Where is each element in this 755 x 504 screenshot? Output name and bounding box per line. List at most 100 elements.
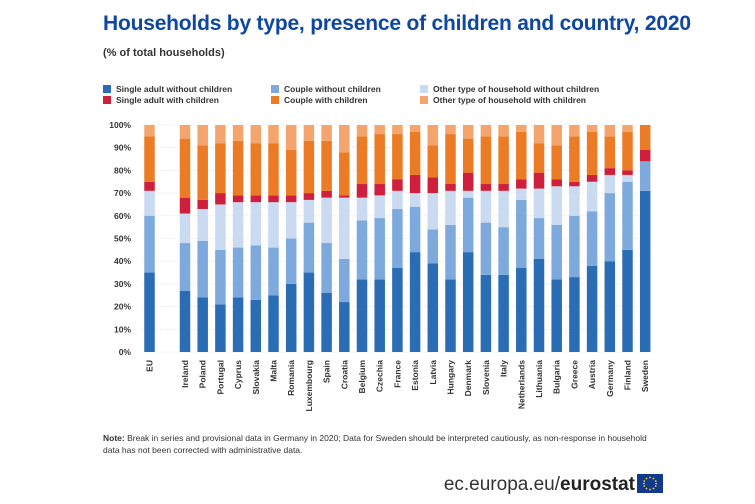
legend-label: Single adult without children <box>116 84 233 94</box>
bar-segment-single_no_children <box>516 268 527 352</box>
bar-segment-couple_with_children <box>498 136 509 185</box>
bar-segment-other_no_children <box>215 204 226 250</box>
bar-segment-other_no_children <box>604 174 616 194</box>
bar-segment-other_with_children <box>533 125 545 144</box>
bar-segment-other_no_children <box>551 186 562 225</box>
y-tick-label: 90% <box>114 143 131 153</box>
bar-segment-couple_with_children <box>516 131 527 180</box>
bar-segment-other_no_children <box>356 197 368 221</box>
bar-segment-single_no_children <box>604 261 616 352</box>
bar-segment-single_with_children <box>268 195 279 203</box>
bar-segment-couple_with_children <box>179 138 191 198</box>
bar-segment-single_no_children <box>586 265 598 352</box>
chart-title: Households by type, presence of children… <box>103 12 691 35</box>
bar-segment-couple_with_children <box>303 140 315 194</box>
bar-segment-single_with_children <box>427 177 439 194</box>
bar-segment-other_with_children <box>551 125 562 146</box>
bar-segment-couple_no_children <box>321 243 332 293</box>
bar-segment-single_no_children <box>232 297 244 352</box>
bar-segment-other_with_children <box>569 125 580 137</box>
footer-source[interactable]: ec.europa.eu/eurostat <box>444 474 635 496</box>
bar-segment-couple_with_children <box>321 140 332 191</box>
bar-segment-other_no_children <box>392 190 403 209</box>
bar-segment-couple_no_children <box>215 249 226 305</box>
x-tick-label: Lithuania <box>534 360 544 398</box>
bar-segment-couple_no_children <box>551 224 562 280</box>
x-tick-label: Hungary <box>446 360 456 395</box>
bar-segment-single_no_children <box>268 295 279 352</box>
legend-item-couple-with-children: Couple with children <box>271 95 368 105</box>
x-tick-label: Greece <box>569 360 579 389</box>
bar-segment-single_with_children <box>445 184 456 191</box>
x-tick-label: EU <box>145 360 155 372</box>
bar-segment-single_with_children <box>250 195 262 203</box>
bar-segment-other_no_children <box>622 174 633 182</box>
bar-segment-couple_no_children <box>303 222 315 273</box>
bar-segment-single_with_children <box>144 181 155 191</box>
y-tick-label: 70% <box>114 188 131 198</box>
legend-item-other-with-children: Other type of household with children <box>420 95 586 105</box>
x-tick-label: Denmark <box>463 360 473 397</box>
bar-segment-other_with_children <box>268 125 279 144</box>
bar-segment-single_no_children <box>480 274 492 352</box>
bar-segment-couple_with_children <box>250 143 262 196</box>
bar-segment-other_with_children <box>250 125 262 144</box>
bar-segment-other_no_children <box>498 190 509 228</box>
y-tick-label: 0% <box>119 347 132 357</box>
bar-segment-single_no_children <box>622 249 633 352</box>
x-tick-label: Bulgaria <box>552 360 562 394</box>
x-tick-label: Slovakia <box>251 360 261 395</box>
bar-segment-single_no_children <box>462 252 474 352</box>
bar-segment-couple_with_children <box>339 152 350 196</box>
eu-flag-icon <box>637 474 663 493</box>
bar-segment-other_with_children <box>498 125 509 137</box>
bar-segment-couple_no_children <box>569 215 580 278</box>
bar-segment-couple_with_children <box>445 134 456 185</box>
legend-label: Couple with children <box>284 95 368 105</box>
bar-segment-other_with_children <box>339 125 350 153</box>
y-tick-label: 20% <box>114 302 131 312</box>
bar-segment-other_with_children <box>462 125 474 139</box>
bar-segment-single_no_children <box>179 290 191 352</box>
bar-segment-other_with_children <box>516 125 527 132</box>
bar-segment-couple_with_children <box>533 143 545 173</box>
bar-segment-single_no_children <box>409 252 421 352</box>
x-tick-label: Portugal <box>215 360 225 394</box>
x-tick-label: Poland <box>198 360 208 388</box>
bar-segment-couple_with_children <box>144 136 155 182</box>
legend-swatch <box>103 96 111 104</box>
footer-brand: eurostat <box>560 474 635 495</box>
chart-subtitle: (% of total households) <box>103 47 225 59</box>
bar-segment-single_with_children <box>392 179 403 191</box>
bar-segment-couple_with_children <box>285 149 297 196</box>
bar-segment-couple_no_children <box>374 218 385 280</box>
bar-segment-other_with_children <box>480 125 492 137</box>
legend-label: Couple without children <box>284 84 381 94</box>
bar-segment-other_no_children <box>339 197 350 259</box>
bar-segment-couple_no_children <box>285 238 297 284</box>
bar-segment-other_no_children <box>445 190 456 225</box>
bar-segment-single_no_children <box>569 277 580 352</box>
bar-segment-other_no_children <box>268 202 279 248</box>
y-tick-label: 10% <box>114 324 131 334</box>
bar-segment-single_no_children <box>197 297 208 352</box>
bar-segment-couple_no_children <box>480 222 492 275</box>
bar-segment-other_no_children <box>232 202 244 248</box>
bar-segment-couple_no_children <box>409 206 421 253</box>
bar-segment-couple_no_children <box>516 199 527 269</box>
legend-label: Other type of household without children <box>433 84 600 94</box>
bar-segment-couple_no_children <box>586 211 598 266</box>
bar-segment-couple_no_children <box>144 215 155 273</box>
bar-segment-single_no_children <box>215 304 226 352</box>
bar-segment-other_no_children <box>321 197 332 244</box>
bar-segment-single_no_children <box>551 279 562 352</box>
bar-segment-couple_with_children <box>604 136 616 169</box>
bar-segment-other_no_children <box>409 193 421 207</box>
bar-segment-single_with_children <box>622 170 633 175</box>
bar-segment-couple_no_children <box>392 208 403 269</box>
x-tick-label: Spain <box>322 360 332 383</box>
x-tick-label: Germany <box>605 360 615 397</box>
x-tick-label: Italy <box>499 360 509 377</box>
x-tick-label: Slovenia <box>481 360 491 395</box>
